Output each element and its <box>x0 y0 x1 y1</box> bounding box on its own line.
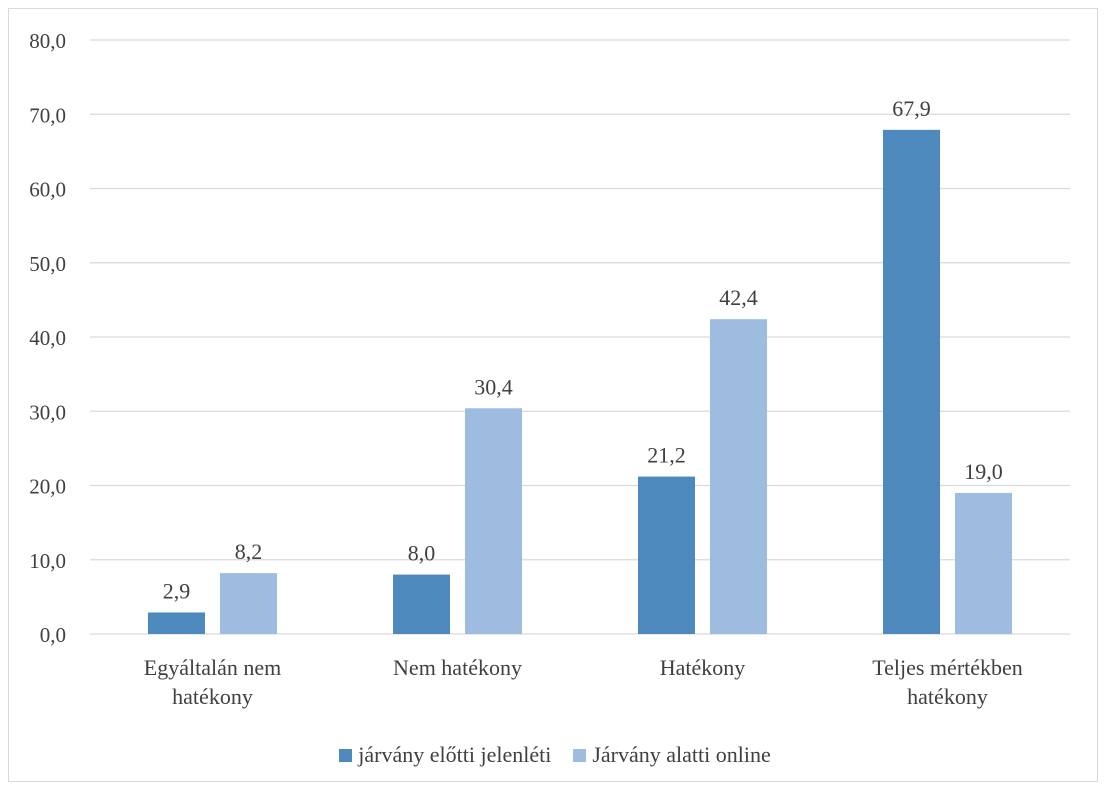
y-tick-label: 0,0 <box>40 623 66 647</box>
bar-series-2 <box>955 492 1012 634</box>
data-label: 42,4 <box>719 285 758 310</box>
x-axis-ticks: Egyáltalán nem hatékony Nem hatékony Hatéko… <box>144 655 1023 709</box>
legend-swatch-series-1 <box>339 748 353 762</box>
y-tick-label: 60,0 <box>29 178 66 202</box>
x-tick-label: Nem hatékony <box>393 655 522 680</box>
data-label: 21,2 <box>647 443 686 468</box>
bar-series-1 <box>148 612 205 634</box>
legend-label-series-2: Járvány alatti online <box>592 742 771 767</box>
data-label: 8,2 <box>235 539 263 564</box>
x-tick-label: Egyáltalán nem hatékony <box>144 655 281 709</box>
y-axis-ticks: 0,0 10,0 20,0 30,0 40,0 50,0 60,0 70,0 80,0 <box>29 29 66 647</box>
bar-series-1 <box>393 574 450 634</box>
y-tick-label: 50,0 <box>29 252 66 276</box>
data-labels: 2,9 8,0 21,2 67,9 8,2 30,4 42,4 19,0 <box>163 96 1003 604</box>
y-tick-label: 20,0 <box>29 475 66 499</box>
y-tick-label: 40,0 <box>29 326 66 350</box>
x-tick-label: Hatékony <box>660 655 746 680</box>
legend-swatch-series-2 <box>573 748 587 762</box>
bar-series-2 <box>220 573 277 634</box>
legend-item-series-1: járvány előtti jelenléti <box>339 742 551 768</box>
bar-series-1 <box>638 476 695 634</box>
y-tick-label: 70,0 <box>29 103 66 127</box>
data-label: 30,4 <box>474 374 513 399</box>
bar-series-1 <box>883 129 940 634</box>
x-tick-label: Teljes mértékben hatékony <box>872 655 1023 709</box>
legend: járvány előtti jelenléti Járvány alatti … <box>0 742 1110 768</box>
legend-label-series-1: járvány előtti jelenléti <box>358 742 552 767</box>
y-tick-label: 80,0 <box>29 29 66 53</box>
bar-series-2 <box>710 319 767 634</box>
data-label: 67,9 <box>892 96 931 121</box>
y-tick-label: 30,0 <box>29 400 66 424</box>
y-tick-label: 10,0 <box>29 549 66 573</box>
data-label: 8,0 <box>408 541 436 566</box>
legend-item-series-2: Járvány alatti online <box>573 742 771 768</box>
bar-series-2 <box>465 408 522 634</box>
data-label: 2,9 <box>163 578 191 603</box>
data-label: 19,0 <box>964 459 1003 484</box>
bars <box>148 129 1012 634</box>
